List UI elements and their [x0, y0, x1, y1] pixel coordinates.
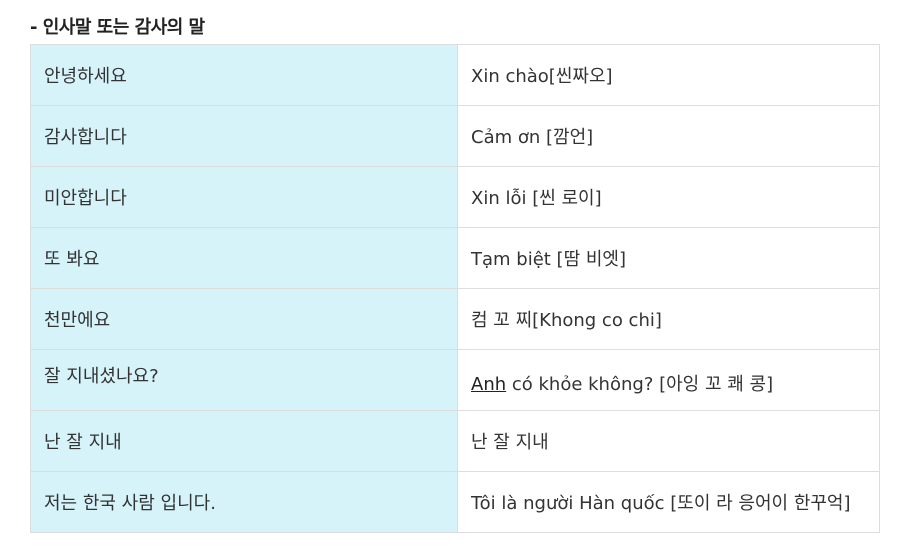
vietnamese-cell: Xin lỗi [씬 로이] [457, 166, 880, 228]
phrase-table: 안녕하세요 Xin chào[씬짜오] 감사합니다 Cảm ơn [깜언] 미안… [30, 44, 880, 533]
korean-cell: 잘 지내셨나요? [30, 349, 458, 411]
korean-cell: 미안합니다 [30, 166, 458, 228]
table-row: 잘 지내셨나요? Anh có khỏe không? [아잉 꼬 쾌 콩] [30, 349, 880, 411]
table-row: 저는 한국 사람 입니다. Tôi là người Hàn quốc [또이 … [30, 471, 880, 533]
vietnamese-cell: 난 잘 지내 [457, 410, 880, 472]
table-row: 감사합니다 Cảm ơn [깜언] [30, 105, 880, 167]
korean-cell: 천만에요 [30, 288, 458, 350]
table-row: 미안합니다 Xin lỗi [씬 로이] [30, 166, 880, 228]
table-row: 안녕하세요 Xin chào[씬짜오] [30, 44, 880, 106]
vietnamese-cell: Cảm ơn [깜언] [457, 105, 880, 167]
vietnamese-cell: 컴 꼬 찌[Khong co chi] [457, 288, 880, 350]
vietnamese-cell: Anh có khỏe không? [아잉 꼬 쾌 콩] [457, 349, 880, 411]
korean-cell: 또 봐요 [30, 227, 458, 289]
korean-cell: 감사합니다 [30, 105, 458, 167]
korean-cell: 저는 한국 사람 입니다. [30, 471, 458, 533]
korean-cell: 난 잘 지내 [30, 410, 458, 472]
korean-cell: 안녕하세요 [30, 44, 458, 106]
table-row: 난 잘 지내 난 잘 지내 [30, 410, 880, 472]
vietnamese-cell: Xin chào[씬짜오] [457, 44, 880, 106]
table-row: 천만에요 컴 꼬 찌[Khong co chi] [30, 288, 880, 350]
vietnamese-cell: Tạm biệt [땀 비엣] [457, 227, 880, 289]
table-row: 또 봐요 Tạm biệt [땀 비엣] [30, 227, 880, 289]
vietnamese-text: có khỏe không? [아잉 꼬 쾌 콩] [506, 374, 774, 395]
vietnamese-cell: Tôi là người Hàn quốc [또이 라 응어이 한꾸억] [457, 471, 880, 533]
section-heading: - 인사말 또는 감사의 말 [30, 17, 205, 38]
anh-link[interactable]: Anh [471, 374, 507, 395]
